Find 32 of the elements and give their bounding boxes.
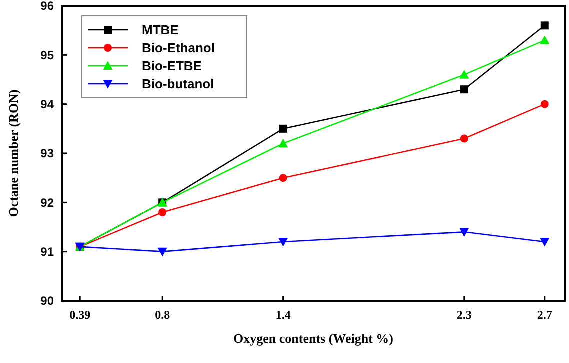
point [540, 22, 549, 30]
point [279, 124, 288, 133]
x-tick-label: 0.39 [70, 308, 91, 322]
legend-label: Bio-butanol [142, 76, 214, 92]
point [278, 138, 288, 148]
y-tick-label: 90 [40, 294, 54, 308]
legend-label: Bio-Ethanol [142, 40, 215, 56]
point [460, 86, 468, 94]
point [460, 134, 468, 143]
x-tick-label: 0.8 [155, 308, 170, 322]
y-axis-title: Octane number (RON) [6, 90, 21, 218]
y-tick-label: 93 [40, 146, 54, 161]
y-tick-label: 91 [40, 245, 54, 260]
point [158, 248, 168, 257]
point [278, 238, 288, 247]
y-tick-label: 95 [40, 48, 54, 62]
point [158, 208, 167, 216]
legend-label: MTBE [142, 22, 180, 38]
x-tick-label: 2.3 [456, 308, 472, 322]
point [540, 36, 550, 44]
point [540, 100, 549, 108]
y-tick-label: 94 [40, 98, 54, 112]
x-tick-label: 1.4 [276, 308, 291, 322]
legend-label: Bio-ETBE [142, 58, 202, 74]
point [279, 174, 288, 182]
y-tick-label: 96 [40, 0, 54, 14]
x-tick-label: 2.7 [537, 308, 552, 322]
y-tick-label: 92 [40, 196, 54, 210]
point [540, 238, 550, 247]
point [460, 228, 470, 237]
point [460, 70, 470, 79]
x-axis-title: Oxygen contents (Weight %) [234, 331, 394, 346]
